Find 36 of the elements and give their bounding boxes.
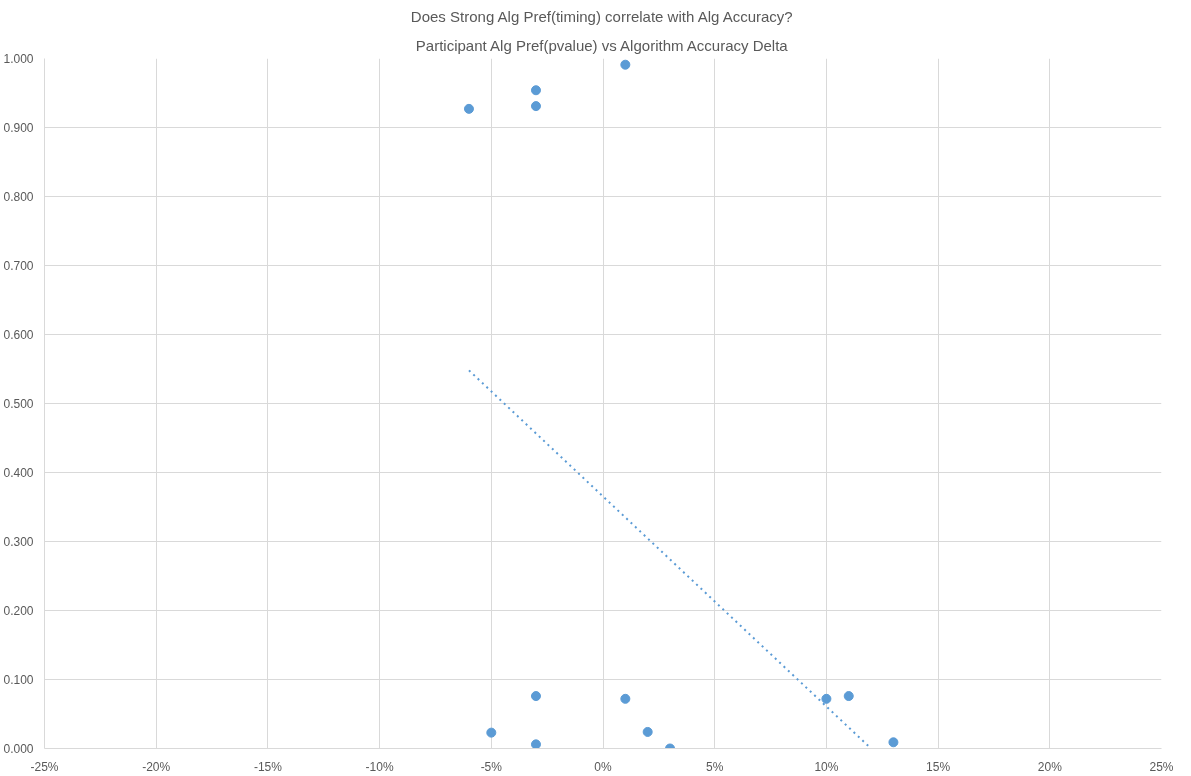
x-tick-label: 15% [926,759,951,774]
x-tick-label: 25% [1149,759,1174,774]
point [463,103,474,114]
x-tick-label: 20% [1037,759,1063,774]
y-tick-label: 0.900 [3,121,34,135]
y-tick-label: 0.200 [3,604,34,618]
y-tick-label: 0.300 [3,535,34,549]
x-tick-label: -5% [480,759,503,774]
point [530,85,541,96]
point [620,693,631,704]
x-tick-label: 10% [814,759,839,774]
x-tick-label: -10% [365,759,394,774]
point [888,737,899,748]
chart-title: Does Strong Alg Pref(timing) correlate with Alg Accuracy? [410,7,793,25]
chart-subtitle: Participant Alg Pref(pvalue) vs Algorithm Accuracy Delta [415,36,789,54]
x-tick-label: -25% [30,759,59,774]
point [620,59,631,70]
y-tick-label: 1.000 [3,52,34,66]
x-tick-label: -20% [142,759,171,774]
point [642,726,653,737]
point [486,727,497,738]
y-tick-label: 0.000 [3,742,34,756]
point [530,691,541,702]
point [530,101,541,112]
y-tick-label: 0.600 [3,328,34,342]
y-tick-label: 0.100 [3,673,34,687]
y-tick-label: 0.800 [3,190,34,204]
x-tick-label: 5% [706,759,724,774]
x-tick-label: -15% [253,759,283,774]
y-tick-label: 0.500 [3,397,34,411]
y-tick-label: 0.400 [3,466,34,480]
point [843,691,854,702]
point [530,739,541,749]
x-tick-label: 0% [594,759,612,774]
point [821,693,832,704]
y-tick-label: 0.700 [3,259,34,273]
